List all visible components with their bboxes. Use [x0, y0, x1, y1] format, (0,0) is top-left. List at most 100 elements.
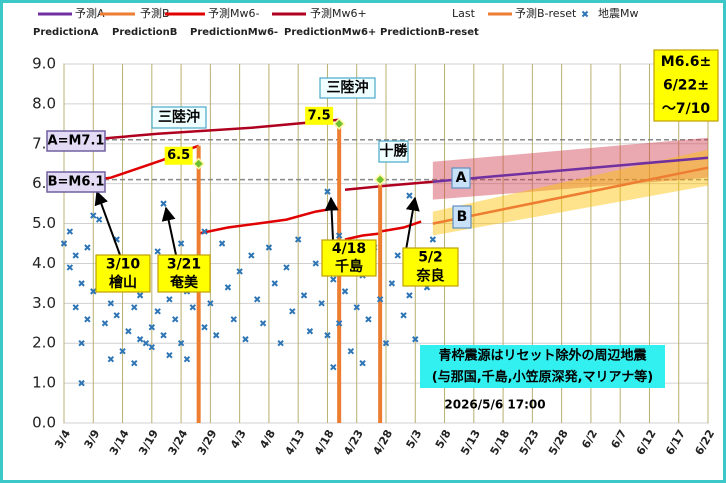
earthquake-point	[172, 316, 179, 323]
earthquake-point	[359, 359, 366, 367]
annotation-box	[157, 254, 211, 293]
earthquake-point	[353, 304, 360, 311]
y-tick-label: 3.0	[32, 294, 56, 312]
earthquake-point	[95, 216, 103, 223]
earthquake-point	[318, 300, 325, 307]
earthquake-point	[131, 304, 138, 311]
annotation-box	[451, 167, 471, 189]
annotation-box	[151, 106, 207, 129]
earthquake-point	[213, 332, 220, 339]
earthquake-point	[330, 363, 337, 371]
earthquake-point	[335, 320, 343, 327]
annotation-text: 3/10	[106, 256, 141, 272]
legend-label: 予測Mw6-	[208, 6, 259, 20]
earthquake-point	[224, 284, 232, 291]
annotation-text: 青枠震源はリセット除外の周辺地震	[438, 347, 647, 363]
earthquake-point	[201, 228, 208, 235]
y-tick-label: 8.0	[32, 94, 56, 112]
earthquake-point	[84, 244, 91, 251]
earthquake-point	[230, 316, 237, 323]
earthquake-point	[136, 292, 144, 299]
earthquake-point	[101, 320, 109, 327]
reference-box	[46, 171, 106, 193]
earthquake-point	[66, 228, 74, 235]
value-label-box	[164, 146, 193, 165]
y-tick-label: 2.0	[32, 334, 56, 352]
earthquake-point	[394, 252, 401, 259]
earthquake-point	[365, 316, 372, 323]
annotation-text: 3/21	[167, 256, 201, 272]
earthquake-point	[72, 252, 79, 259]
earthquake-point	[113, 312, 120, 319]
legend-sublabel: PredictionA	[33, 27, 99, 38]
earthquake-point	[90, 212, 97, 219]
reference-label: B=M6.1	[48, 175, 105, 190]
earthquake-point	[154, 248, 161, 255]
earthquake-point	[160, 200, 167, 207]
legend-label: 地震Mw	[598, 7, 639, 20]
legend-sublabel: PredictionB	[112, 27, 177, 38]
annotation-text: 5/2	[418, 250, 443, 266]
earthquake-point	[148, 324, 156, 331]
annotation-box	[452, 205, 472, 229]
legend-label: 予測B	[140, 6, 170, 20]
y-tick-label: 9.0	[32, 55, 56, 73]
annotation-box	[402, 247, 459, 287]
annotation-text: 檜山	[109, 274, 137, 291]
y-tick-label: 5.0	[32, 214, 56, 232]
earthquake-point	[201, 324, 208, 331]
annotation-text: 三陸沖	[158, 109, 200, 126]
earthquake-point	[78, 379, 85, 387]
earthquake-point	[207, 300, 214, 307]
earthquake-point	[78, 280, 85, 287]
legend-label: 予測A	[75, 6, 105, 20]
earthquake-point	[248, 252, 255, 259]
earthquake-point	[324, 188, 331, 195]
earthquake-point	[166, 351, 173, 359]
y-tick-label: 1.0	[32, 374, 56, 392]
earthquake-point	[406, 292, 413, 299]
annotation-text: 三陸沖	[327, 79, 369, 96]
earthquake-point	[72, 304, 79, 311]
earthquake-point	[66, 264, 74, 271]
arrows	[94, 190, 420, 256]
earthquake-point	[84, 316, 91, 323]
earthquake-point	[300, 292, 308, 299]
last-marker	[374, 173, 387, 186]
earthquake-point	[277, 340, 284, 347]
annotation-box	[319, 77, 376, 99]
earthquake-point	[160, 332, 167, 339]
legend-sublabel: PredictionMw6+	[284, 27, 376, 38]
annotation-box	[95, 254, 151, 293]
earthquake-point	[271, 280, 278, 287]
earthquake-point	[154, 308, 161, 315]
last-marker	[333, 117, 346, 130]
legend-label: 予測Mw6+	[310, 6, 367, 20]
legend-sublabel: PredictionMw6-	[190, 27, 278, 38]
earthquake-point	[119, 347, 126, 355]
annotation-box	[420, 345, 665, 388]
earthquake-point	[218, 240, 226, 247]
earthquake-point	[429, 236, 437, 243]
legend-sublabel: PredictionB-reset	[380, 27, 479, 38]
earthquake-point	[142, 340, 150, 347]
earthquake-point	[306, 328, 314, 335]
last-marker	[192, 157, 205, 170]
earthquake-point	[283, 264, 290, 271]
annotation-text: M6.6±	[661, 54, 711, 70]
earthquake-point	[400, 312, 407, 319]
earthquake-point	[189, 304, 197, 311]
annotation-box	[321, 239, 377, 277]
annotation-text: 6/22±	[663, 78, 709, 94]
legend-marker	[581, 10, 589, 18]
earthquake-point	[166, 296, 173, 303]
annotation-box	[378, 140, 409, 163]
series-line	[93, 144, 422, 241]
prediction-band	[432, 149, 708, 236]
earthquake-point	[242, 336, 249, 343]
annotation-box	[653, 49, 719, 122]
value-label: 6.5	[167, 148, 190, 163]
earthquake-point	[341, 288, 349, 295]
earthquake-point	[253, 296, 261, 303]
annotation-text: (与那国,千島,小笠原深発,マリアナ等)	[432, 369, 653, 385]
